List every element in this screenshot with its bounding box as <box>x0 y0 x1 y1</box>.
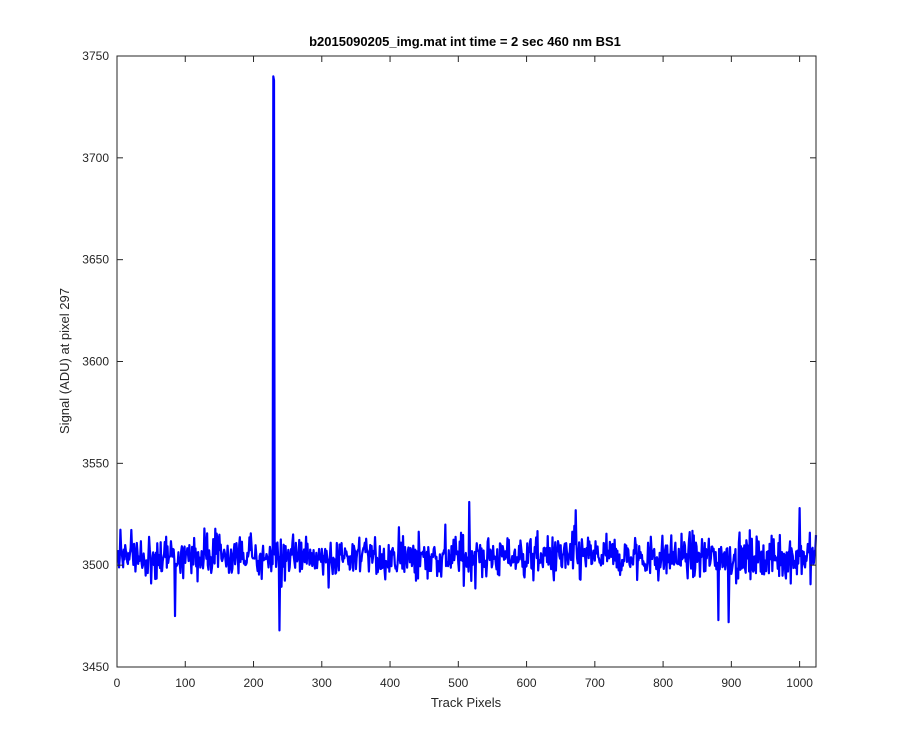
x-tick-label-5: 500 <box>448 676 468 690</box>
x-tick-label-3: 300 <box>312 676 332 690</box>
y-tick-label-4: 3650 <box>82 253 109 267</box>
y-tick-label-3: 3600 <box>82 355 109 369</box>
x-tick-label-9: 900 <box>721 676 741 690</box>
x-tick-label-1: 100 <box>175 676 195 690</box>
y-tick-label-2: 3550 <box>82 456 109 470</box>
chart-title: b2015090205_img.mat int time = 2 sec 460… <box>309 34 621 49</box>
x-tick-label-6: 600 <box>517 676 537 690</box>
y-axis-label: Signal (ADU) at pixel 297 <box>57 288 72 434</box>
axes-box <box>116 55 817 668</box>
x-tick-label-7: 700 <box>585 676 605 690</box>
plot-area <box>116 75 818 632</box>
x-axis-label: Track Pixels <box>431 695 502 710</box>
y-tick-label-6: 3750 <box>82 49 109 63</box>
series-line-0 <box>116 75 818 632</box>
y-tick-label-0: 3450 <box>82 660 109 674</box>
x-tick-label-2: 200 <box>244 676 264 690</box>
x-tick-label-8: 800 <box>653 676 673 690</box>
x-tick-label-0: 0 <box>114 676 121 690</box>
y-tick-label-1: 3500 <box>82 558 109 572</box>
axis-ticks: 0 100 200 300 400 500 600 700 800 900 1000 3450 3500… <box>82 49 816 690</box>
x-tick-label-10: 1000 <box>786 676 813 690</box>
y-tick-label-5: 3700 <box>82 151 109 165</box>
x-tick-label-4: 400 <box>380 676 400 690</box>
